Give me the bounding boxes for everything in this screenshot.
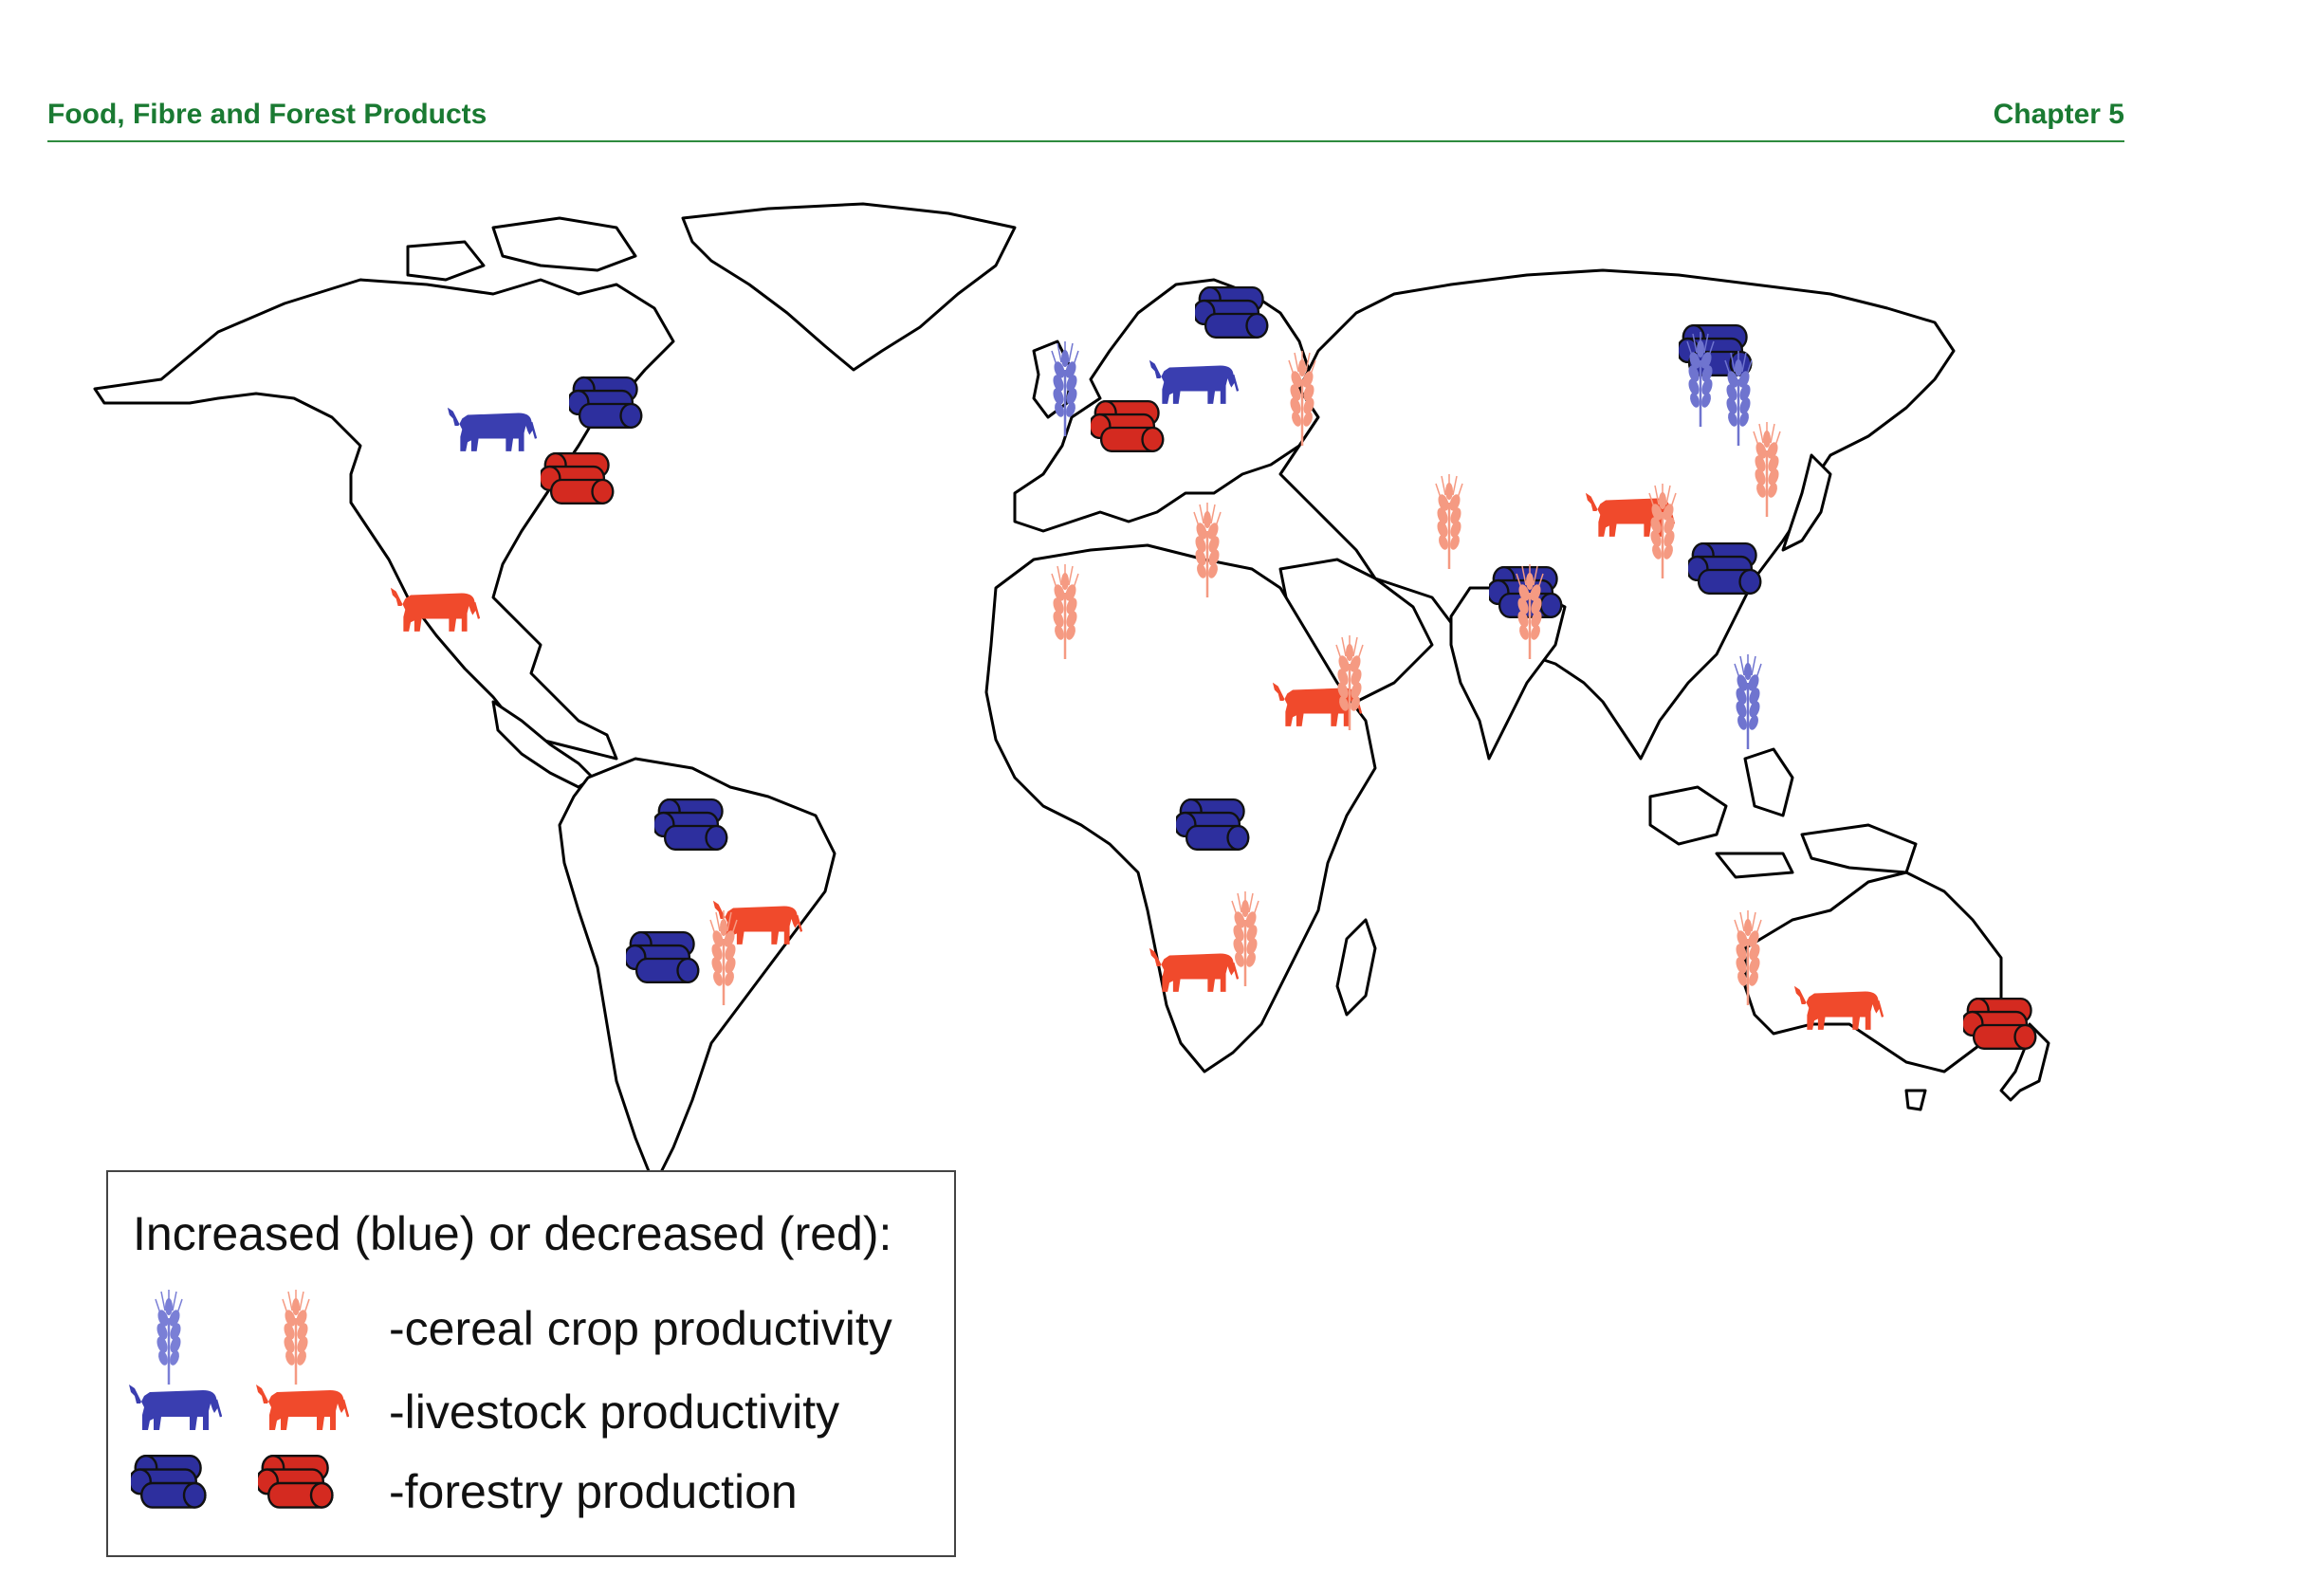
- legend-row-cereal: -cereal crop productivity: [108, 1290, 954, 1385]
- log-icon: South-east United States: [541, 451, 615, 504]
- chapter-label: Chapter 5: [1993, 99, 2124, 130]
- legend-row-forestry: -forestry production: [108, 1453, 954, 1529]
- continent-europe: [1013, 278, 1320, 533]
- world-map: Central North AmericaEastern CanadaSouth…: [93, 202, 2050, 1187]
- log-icon: [131, 1454, 207, 1509]
- log-icon: [258, 1454, 334, 1509]
- cow-icon: [127, 1383, 222, 1432]
- section-title: Food, Fibre and Forest Products: [47, 99, 487, 130]
- legend-label-forestry: -forestry production: [389, 1465, 798, 1518]
- legend-label-cereal: -cereal crop productivity: [389, 1302, 892, 1355]
- greenland: [681, 202, 1017, 372]
- legend-label-livestock: -livestock productivity: [389, 1385, 840, 1439]
- page-header: Food, Fibre and Forest Products Chapter …: [47, 99, 2124, 142]
- legend-title: Increased (blue) or decreased (red):: [133, 1207, 892, 1260]
- wheat-icon: South-east Asia: [1733, 654, 1763, 749]
- legend-row-livestock: -livestock productivity: [108, 1373, 954, 1449]
- continent-australia: [1743, 871, 2003, 1073]
- map-legend: Increased (blue) or decreased (red): -ce…: [106, 1170, 956, 1557]
- cow-icon: [254, 1383, 349, 1432]
- wheat-icon: [153, 1290, 185, 1385]
- continent-north-america: [93, 278, 675, 761]
- wheat-icon: [280, 1290, 312, 1385]
